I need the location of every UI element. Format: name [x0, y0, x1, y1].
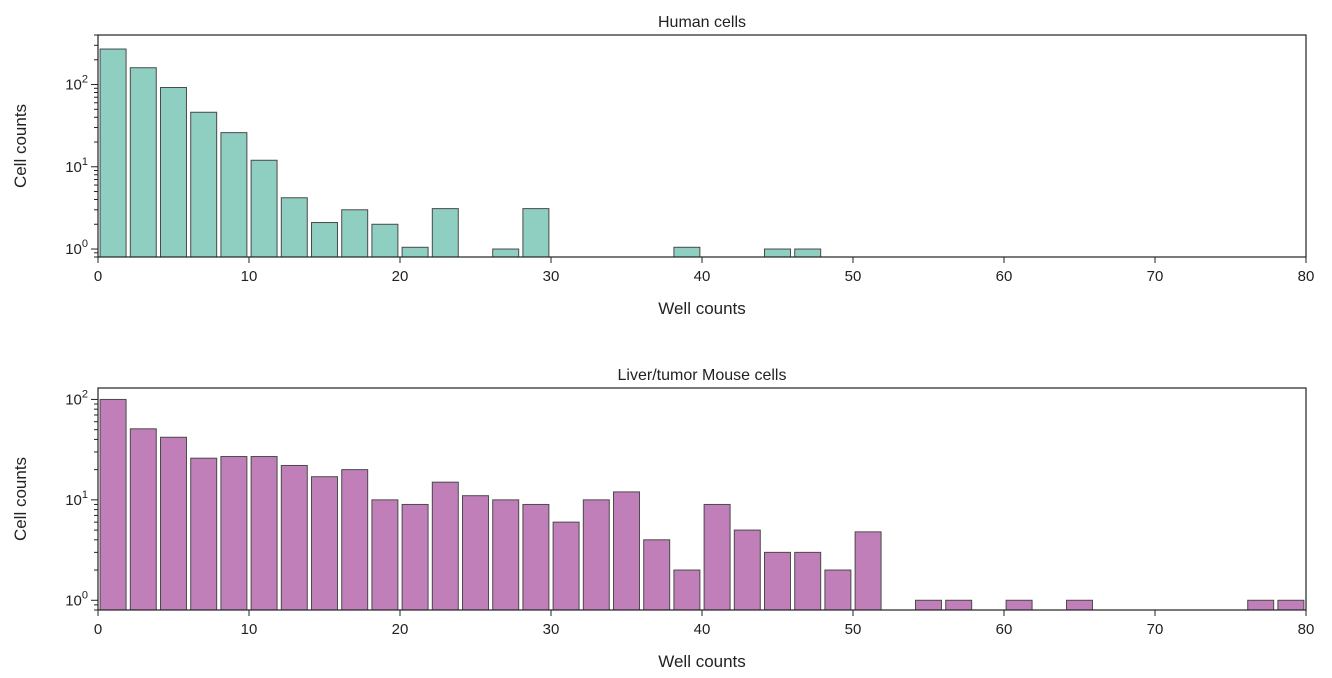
x-tick-label: 20	[392, 621, 409, 638]
x-tick-label: 30	[543, 268, 560, 285]
x-tick-label: 70	[1147, 621, 1164, 638]
chart-panel-1: 0 10 20 30 40 50 60 70 80 100 101 102 Human cells Wel…	[11, 14, 1314, 318]
bar	[190, 111, 218, 258]
x-axis-label: Well counts	[658, 652, 746, 671]
x-tick-label: 80	[1298, 268, 1315, 285]
bar	[522, 503, 550, 611]
bar	[1005, 599, 1033, 611]
bar	[794, 551, 822, 611]
y-axis-label: Cell counts	[11, 104, 30, 188]
bar	[190, 457, 218, 611]
plot-frame	[97, 34, 1307, 258]
y-tick-label: 101	[65, 489, 88, 509]
x-tick-label: 10	[241, 621, 258, 638]
bar	[854, 531, 882, 611]
x-tick-label: 50	[845, 621, 862, 638]
bar	[371, 499, 399, 611]
bar	[673, 569, 701, 611]
bar	[945, 599, 973, 611]
x-tick-label: 40	[694, 621, 711, 638]
y-axis-label: Cell counts	[11, 457, 30, 541]
bar	[99, 48, 127, 258]
bar	[613, 491, 640, 611]
bar	[311, 476, 338, 611]
bar	[431, 481, 459, 611]
y-tick-label: 102	[65, 74, 88, 94]
x-tick-label: 60	[996, 268, 1013, 285]
x-tick-label: 60	[996, 621, 1013, 638]
bar	[552, 521, 580, 611]
bar	[99, 398, 127, 611]
bar	[371, 223, 399, 258]
bar	[1247, 599, 1275, 611]
x-tick-label: 40	[694, 268, 711, 285]
chart-title: Liver/tumor Mouse cells	[618, 367, 787, 384]
bar	[582, 499, 610, 611]
bar	[280, 197, 308, 258]
x-tick-label: 30	[543, 621, 560, 638]
bar	[764, 248, 791, 258]
y-tick-label: 101	[65, 156, 88, 176]
bar	[673, 246, 701, 258]
bar	[915, 599, 942, 611]
bar	[462, 495, 489, 611]
bar	[401, 503, 429, 611]
x-tick-label: 20	[392, 268, 409, 285]
bar	[250, 159, 278, 258]
bar	[824, 569, 852, 611]
bar	[1066, 599, 1093, 611]
bars	[99, 398, 1305, 611]
bar	[341, 209, 369, 258]
bar	[492, 248, 520, 258]
bar	[160, 87, 187, 258]
bar	[129, 67, 157, 258]
x-tick-label: 0	[94, 268, 102, 285]
x-tick-label: 50	[845, 268, 862, 285]
bar	[703, 503, 731, 611]
bars	[99, 48, 822, 258]
bar	[250, 456, 278, 611]
bar	[311, 222, 338, 258]
bar	[341, 469, 369, 611]
x-tick-label: 70	[1147, 268, 1164, 285]
bar	[129, 428, 157, 611]
bar	[220, 456, 248, 611]
bar	[794, 248, 822, 258]
bar	[522, 208, 550, 258]
x-axis-label: Well counts	[658, 299, 746, 318]
chart-panel-2: 0 10 20 30 40 50 60 70 80 100 101 102 Liver/tumor Mo…	[11, 367, 1314, 671]
bar	[401, 246, 429, 258]
bar	[733, 529, 761, 611]
bar	[643, 539, 671, 611]
bar	[1277, 599, 1305, 611]
x-tick-label: 0	[94, 621, 102, 638]
plot-frame	[97, 387, 1307, 611]
bar	[764, 551, 791, 611]
y-tick-label: 102	[65, 388, 88, 408]
y-tick-label: 100	[65, 589, 88, 609]
bar	[160, 436, 187, 611]
bar	[220, 132, 248, 258]
bar	[492, 499, 520, 611]
chart-title: Human cells	[658, 14, 746, 31]
bar	[431, 208, 459, 258]
x-tick-label: 10	[241, 268, 258, 285]
x-tick-label: 80	[1298, 621, 1315, 638]
bar	[280, 464, 308, 611]
y-tick-label: 100	[65, 238, 88, 258]
